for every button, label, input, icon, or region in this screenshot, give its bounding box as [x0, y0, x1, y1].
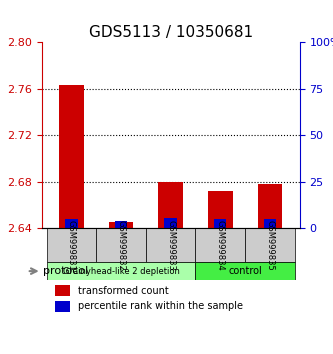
- Bar: [257, 184, 282, 228]
- FancyBboxPatch shape: [146, 228, 195, 262]
- Text: Grainyhead-like 2 depletion: Grainyhead-like 2 depletion: [63, 267, 179, 276]
- Bar: [165, 218, 177, 228]
- Bar: [115, 221, 127, 228]
- Bar: [55, 285, 70, 296]
- FancyBboxPatch shape: [47, 262, 195, 280]
- FancyBboxPatch shape: [195, 262, 295, 280]
- Bar: [65, 219, 78, 228]
- FancyBboxPatch shape: [245, 228, 295, 262]
- Text: GSM999835: GSM999835: [265, 220, 274, 271]
- Bar: [158, 182, 183, 228]
- Bar: [59, 85, 84, 228]
- Bar: [264, 219, 276, 228]
- Text: control: control: [228, 266, 262, 276]
- Bar: [214, 219, 226, 228]
- Text: GSM999834: GSM999834: [216, 220, 225, 271]
- Bar: [55, 301, 70, 312]
- Text: GSM999831: GSM999831: [67, 220, 76, 271]
- Text: transformed count: transformed count: [78, 286, 168, 296]
- Text: percentile rank within the sample: percentile rank within the sample: [78, 301, 243, 312]
- Text: GSM999833: GSM999833: [166, 220, 175, 271]
- FancyBboxPatch shape: [47, 228, 96, 262]
- Text: GSM999832: GSM999832: [117, 220, 126, 271]
- Bar: [109, 222, 134, 228]
- FancyBboxPatch shape: [96, 228, 146, 262]
- FancyBboxPatch shape: [195, 228, 245, 262]
- Bar: [208, 191, 233, 228]
- Title: GDS5113 / 10350681: GDS5113 / 10350681: [89, 25, 253, 40]
- Text: protocol: protocol: [43, 266, 88, 276]
